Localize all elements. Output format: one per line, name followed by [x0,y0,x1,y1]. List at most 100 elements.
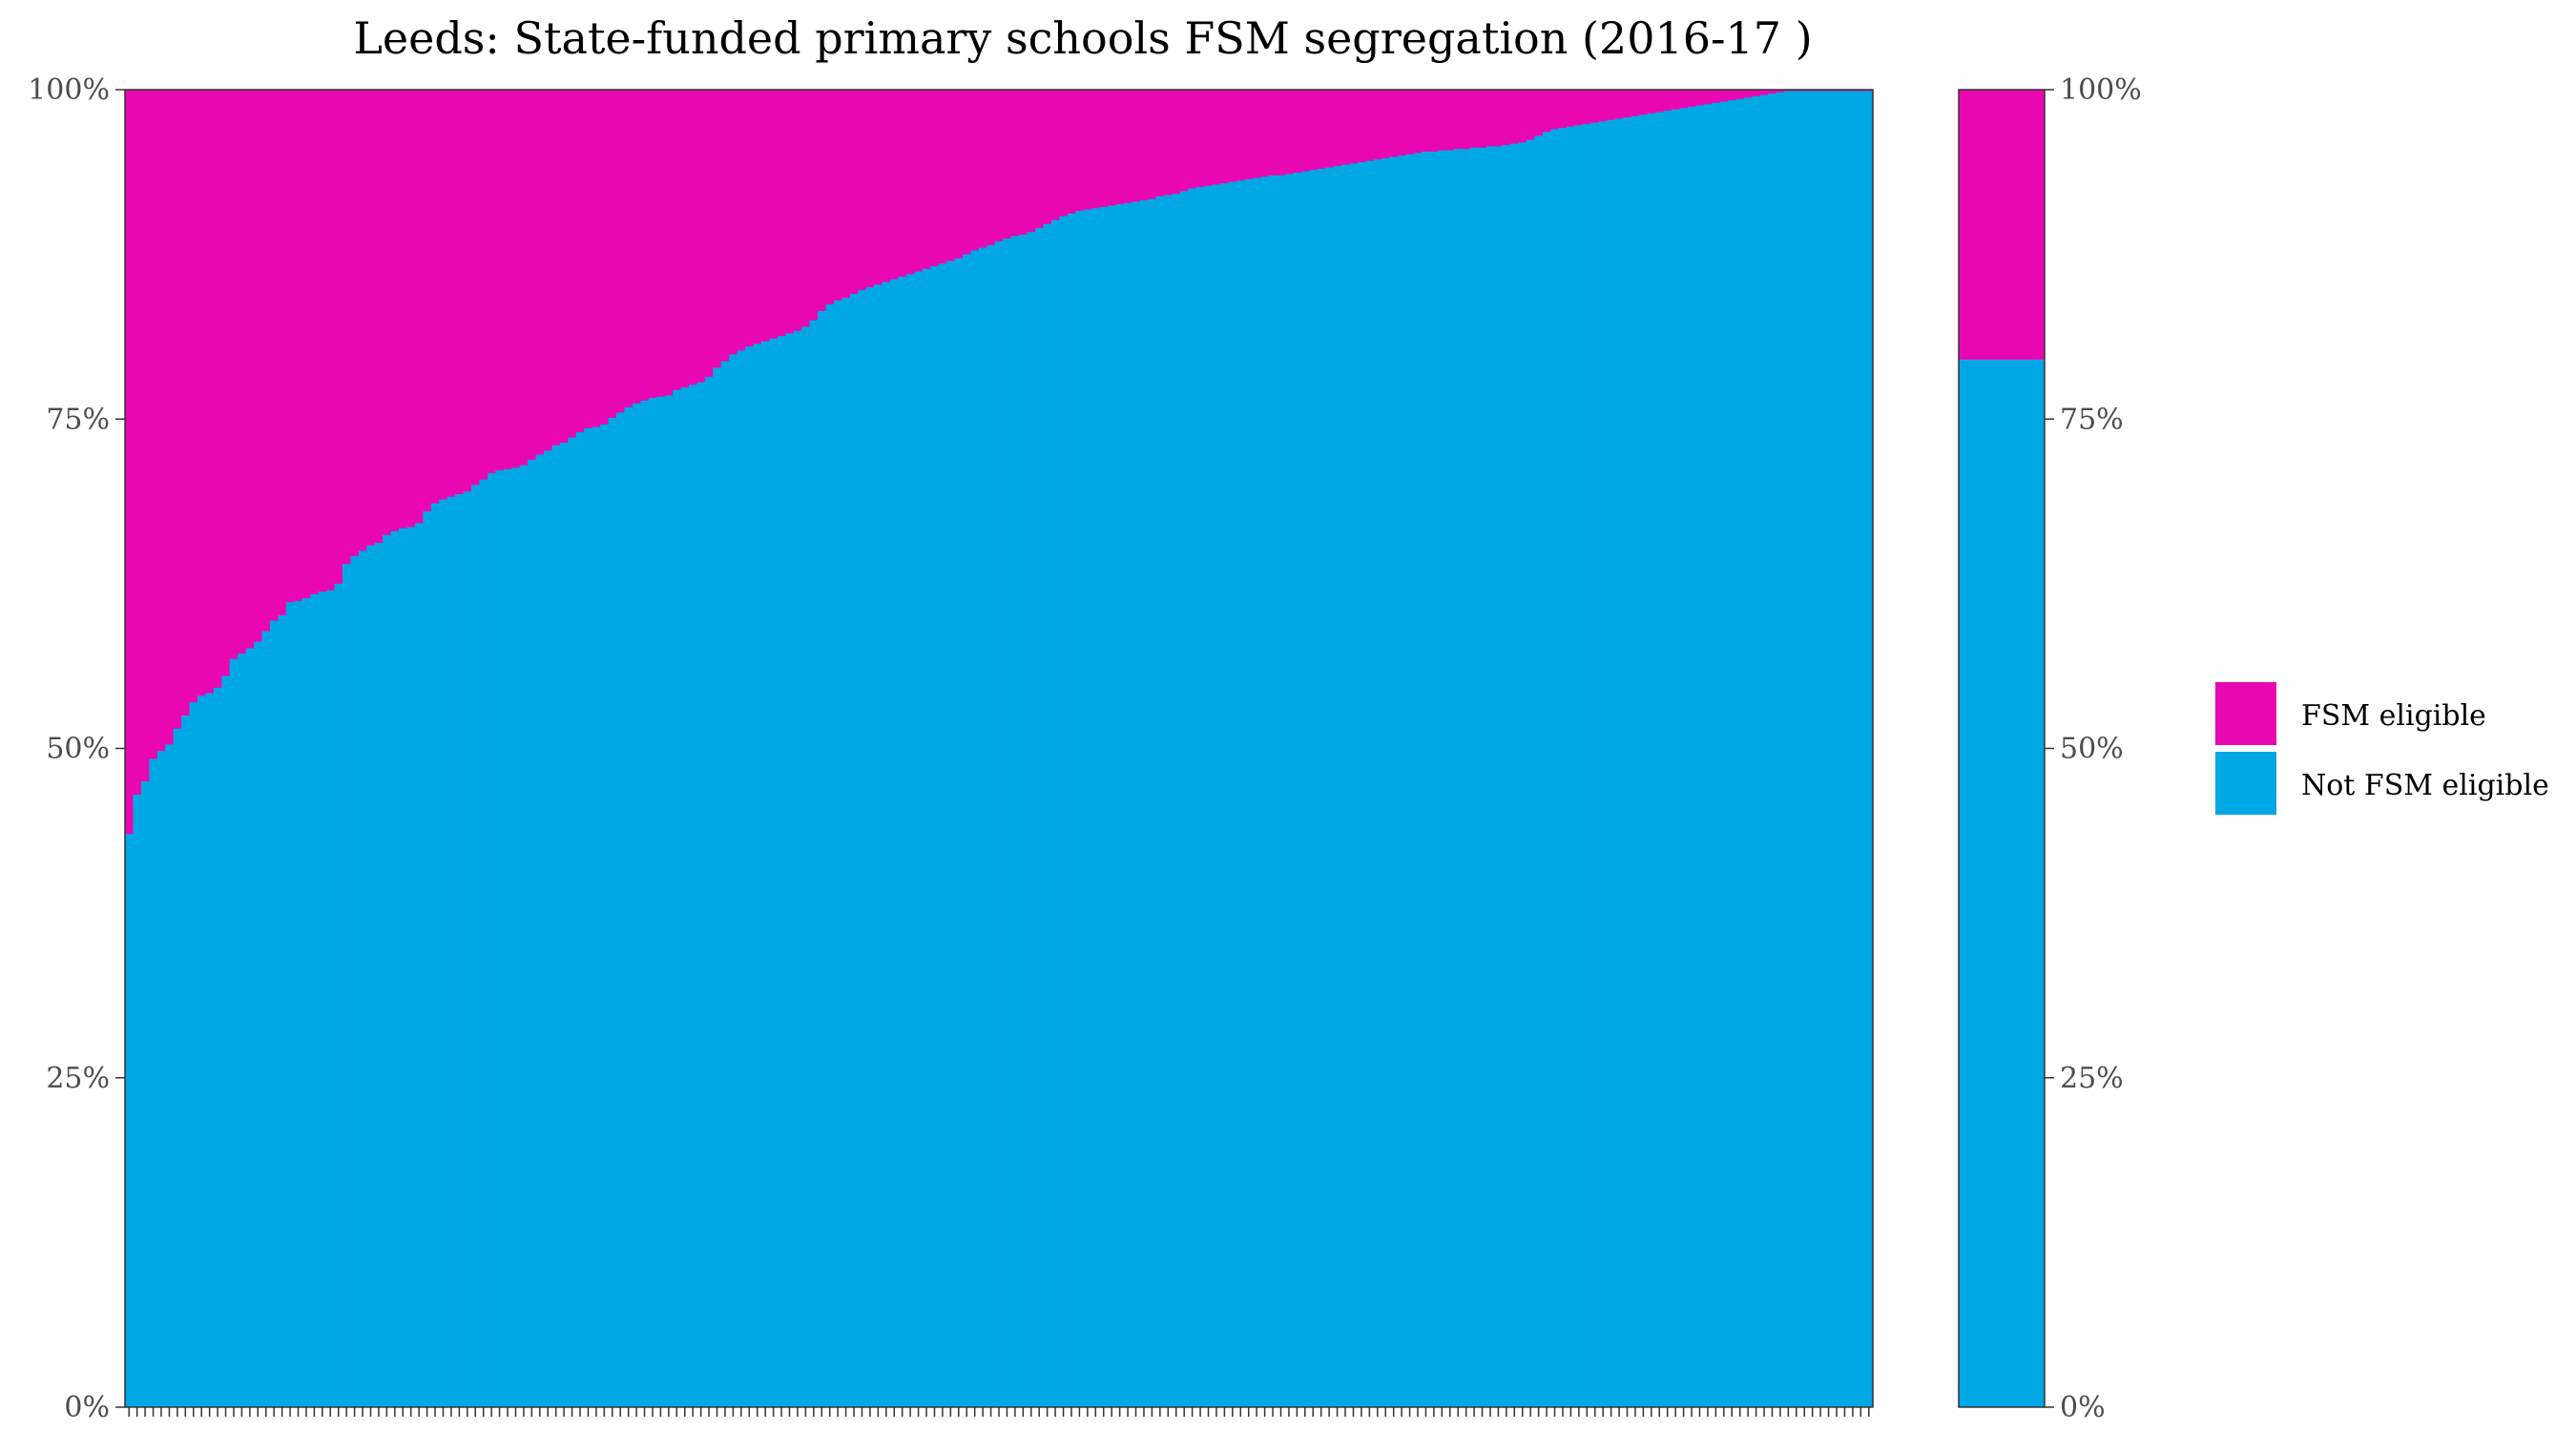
school-bar-not-fsm [1864,91,1874,1407]
school-bar-not-fsm [1422,151,1431,1407]
school-bar-not-fsm [1373,159,1382,1408]
school-bar-not-fsm [294,600,303,1407]
y-tick-label-right: 100% [2060,73,2142,107]
school-bar-not-fsm [1164,195,1174,1408]
school-bar-not-fsm [1607,119,1616,1407]
school-bar-not-fsm [769,339,779,1407]
school-bar-not-fsm [1340,164,1350,1408]
school-bar-not-fsm [648,398,657,1407]
school-bar-not-fsm [1179,191,1189,1408]
school-bar-not-fsm [1550,129,1560,1408]
school-bar-not-fsm [165,744,175,1407]
school-bar-not-fsm [801,326,811,1408]
school-bar-not-fsm [1792,91,1801,1407]
school-bar-not-fsm [301,598,311,1407]
school-bar-not-fsm [1502,145,1511,1407]
school-bar-not-fsm [1558,128,1568,1407]
school-bar-not-fsm [930,266,940,1407]
school-bar-not-fsm [189,702,198,1407]
school-bar-not-fsm [1518,142,1527,1408]
school-bar-not-fsm [269,620,279,1407]
school-bar-not-fsm [1510,143,1520,1407]
y-axis-left: 0% 25% 50% 75% 100% [28,73,125,1424]
school-bar-not-fsm [334,583,343,1408]
school-bar-not-fsm [1244,178,1254,1407]
school-bar-not-fsm [905,274,915,1408]
school-bar-not-fsm [575,432,585,1407]
school-bar-not-fsm [1728,100,1737,1407]
school-bar-not-fsm [173,728,182,1407]
school-bar-not-fsm [1195,187,1205,1408]
school-bar-not-fsm [673,389,682,1407]
school-bar-not-fsm [720,361,730,1407]
school-bar-not-fsm [978,247,987,1408]
school-bar-not-fsm [664,395,674,1407]
school-bar-not-fsm [181,715,191,1407]
school-bar-not-fsm [261,631,271,1407]
school-bar-not-fsm [551,445,561,1407]
school-bar-not-fsm [430,503,440,1407]
school-bar-not-fsm [1220,183,1230,1407]
school-bar-not-fsm [1671,109,1680,1408]
school-bar-not-fsm [390,530,400,1407]
school-bar-not-fsm [229,658,239,1407]
school-bar-not-fsm [318,591,327,1407]
school-bar-not-fsm [938,263,947,1407]
school-bar-not-fsm [1284,174,1294,1407]
school-bar-not-fsm [495,470,505,1407]
school-bar-not-fsm [1687,106,1696,1408]
school-bar-not-fsm [544,450,553,1407]
school-bar-not-fsm [753,343,762,1407]
school-bar-not-fsm [1333,166,1342,1408]
school-bar-not-fsm [608,417,617,1407]
school-bar-not-fsm [1107,205,1117,1407]
school-bar-not-fsm [1083,209,1092,1407]
school-bar-not-fsm [1019,234,1028,1407]
school-bar-not-fsm [1534,135,1544,1408]
school-bar-not-fsm [1381,157,1391,1407]
school-bar-not-fsm [858,289,867,1407]
school-bar-not-fsm [1567,126,1576,1407]
school-bar-not-fsm [479,479,488,1407]
school-bar-not-fsm [624,406,634,1407]
school-bars-panel [124,89,1874,1408]
school-bar-not-fsm [447,496,456,1407]
school-bar-not-fsm [1010,236,1020,1407]
school-bar-not-fsm [1300,171,1310,1407]
school-bar-not-fsm [914,271,924,1408]
school-bar-not-fsm [994,240,1004,1407]
school-bar-not-fsm [245,648,255,1407]
school-bar-not-fsm [1317,168,1326,1408]
y-tick-label-left: 50% [46,733,110,766]
school-bar-not-fsm [342,564,351,1407]
school-bar-not-fsm [696,382,706,1408]
school-bar-not-fsm [399,528,408,1407]
overall-bar-fsm [1959,90,2045,361]
school-bar-not-fsm [414,523,424,1407]
school-bar-not-fsm [1469,147,1479,1407]
y-tick-label-right: 0% [2060,1391,2106,1424]
school-bar-not-fsm [1454,149,1464,1407]
school-bar-not-fsm [1445,150,1455,1407]
school-bar-not-fsm [1123,202,1132,1407]
school-bar-not-fsm [1050,219,1060,1408]
school-bar-not-fsm [221,675,231,1407]
y-tick-label-left: 100% [28,73,110,107]
legend-swatch-fsm-eligible [2215,682,2276,745]
school-bar-not-fsm [600,424,610,1407]
school-bar-not-fsm [1478,147,1487,1407]
school-bar-not-fsm [713,367,722,1407]
school-bar-not-fsm [640,400,650,1407]
school-bar-not-fsm [1357,161,1366,1408]
school-bar-not-fsm [1832,91,1841,1407]
y-tick-label-right: 50% [2060,733,2124,766]
school-bar-not-fsm [471,485,481,1407]
school-bar-not-fsm [1857,91,1866,1407]
school-bar-not-fsm [849,294,859,1407]
school-bar-not-fsm [133,794,142,1407]
school-bar-not-fsm [760,341,770,1407]
school-bar-not-fsm [1139,200,1149,1407]
school-bar-not-fsm [149,758,158,1407]
y-axis-right: 0% 25% 50% 75% 100% [2045,73,2142,1424]
school-bar-not-fsm [238,653,247,1407]
